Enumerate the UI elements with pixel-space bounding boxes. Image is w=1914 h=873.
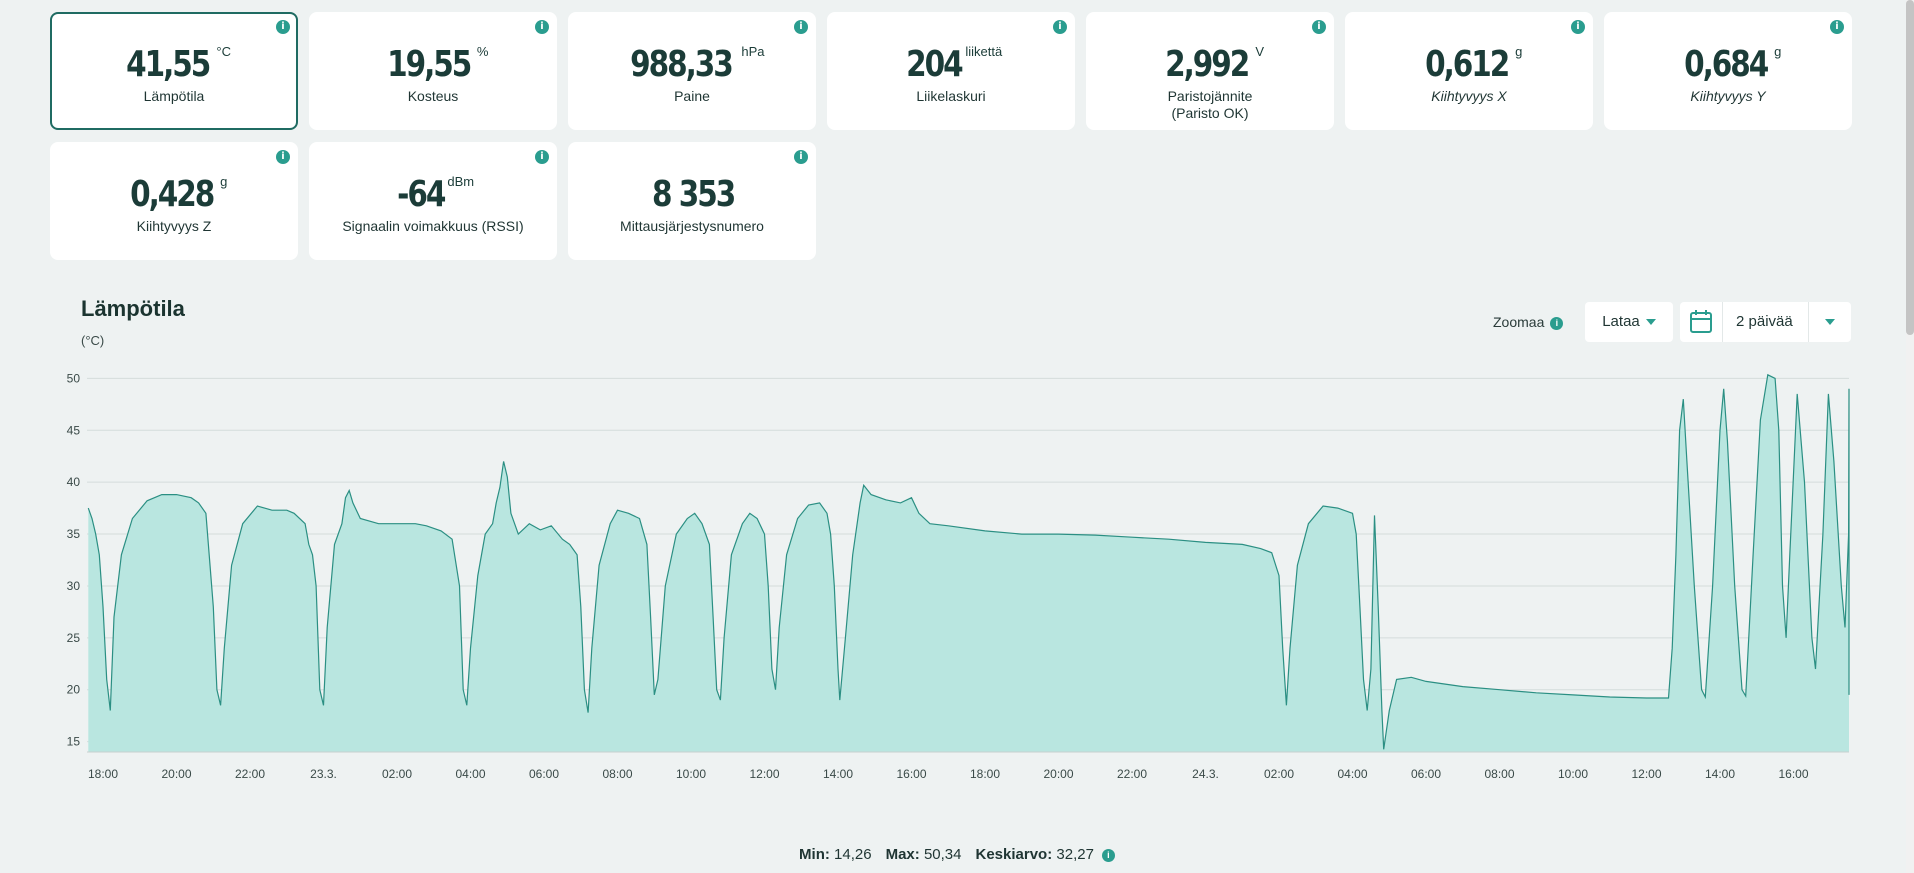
y-tick-label: 50 (67, 371, 81, 385)
x-tick-label: 08:00 (602, 767, 632, 781)
average-value: 32,27 (1056, 846, 1094, 863)
x-tick-label: 04:00 (455, 767, 485, 781)
temperature-chart[interactable]: 15 20 25 30 35 40 45 50 18:00 20:00 22:00 23.3. 02:0… (0, 0, 1914, 800)
y-tick-label: 30 (67, 579, 81, 593)
scrollbar-thumb[interactable] (1906, 0, 1914, 335)
x-tick-label: 18:00 (970, 767, 1000, 781)
y-tick-label: 15 (67, 735, 81, 749)
x-tick-label: 16:00 (1778, 767, 1808, 781)
y-tick-label: 45 (67, 423, 81, 437)
min-value: 14,26 (834, 846, 872, 863)
y-tick-label: 40 (67, 475, 81, 489)
x-tick-label: 10:00 (1558, 767, 1588, 781)
x-tick-label: 12:00 (1631, 767, 1661, 781)
x-tick-label: 06:00 (1411, 767, 1441, 781)
x-tick-label: 24.3. (1192, 767, 1219, 781)
x-tick-label: 20:00 (161, 767, 191, 781)
x-tick-label: 02:00 (1264, 767, 1294, 781)
scrollbar[interactable] (1906, 0, 1914, 873)
x-tick-label: 20:00 (1043, 767, 1073, 781)
x-tick-label: 12:00 (749, 767, 779, 781)
max-value: 50,34 (924, 846, 962, 863)
info-icon[interactable]: i (1102, 849, 1115, 862)
average-label: Keskiarvo: (976, 846, 1053, 863)
x-tick-label: 14:00 (1705, 767, 1735, 781)
x-tick-label: 06:00 (529, 767, 559, 781)
x-tick-label: 18:00 (88, 767, 118, 781)
x-tick-label: 08:00 (1484, 767, 1514, 781)
y-tick-label: 25 (67, 631, 81, 645)
x-tick-label: 02:00 (382, 767, 412, 781)
y-tick-label: 20 (67, 683, 81, 697)
x-tick-label: 22:00 (235, 767, 265, 781)
x-tick-label: 04:00 (1337, 767, 1367, 781)
y-tick-label: 35 (67, 527, 81, 541)
x-tick-label: 23.3. (310, 767, 337, 781)
x-tick-label: 16:00 (896, 767, 926, 781)
x-tick-label: 10:00 (676, 767, 706, 781)
min-label: Min: (799, 846, 830, 863)
x-tick-label: 22:00 (1117, 767, 1147, 781)
chart-statistics: Min: 14,26 Max: 50,34 Keskiarvo: 32,27 i (0, 846, 1914, 863)
x-tick-label: 14:00 (823, 767, 853, 781)
max-label: Max: (886, 846, 920, 863)
